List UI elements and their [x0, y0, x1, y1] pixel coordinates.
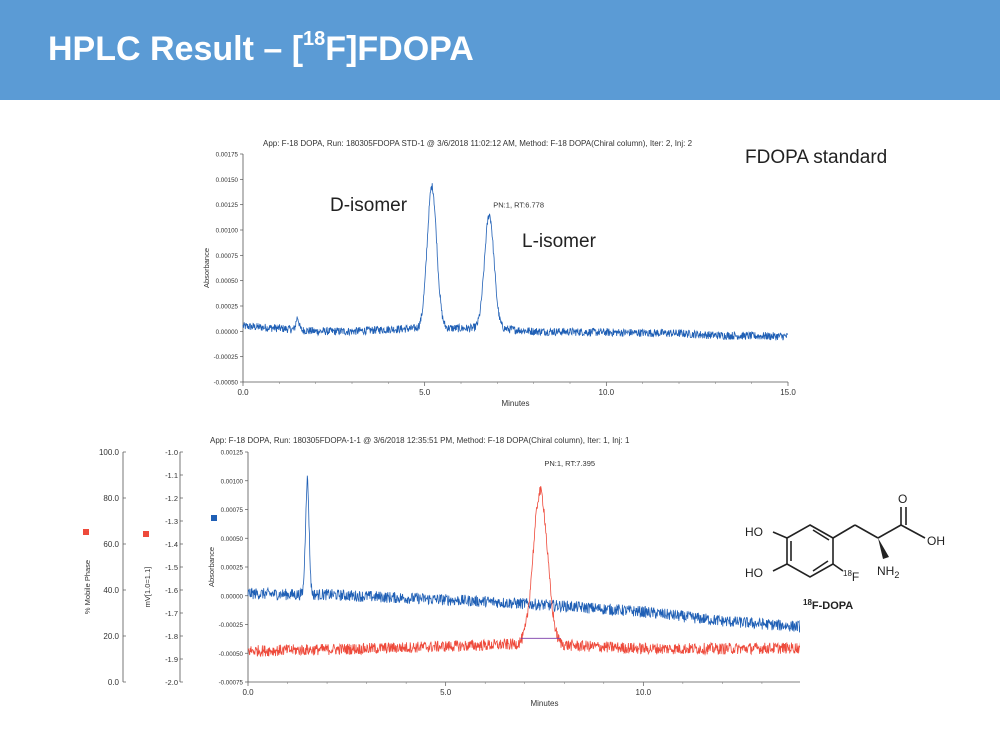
- slide-header: [0, 0, 1000, 100]
- x-axis-label: Minutes: [501, 399, 529, 408]
- y-tick-label: -0.00025: [214, 354, 239, 361]
- fdopa-standard-label: FDOPA standard: [745, 147, 888, 168]
- series-line-2: [247, 486, 800, 658]
- y2-tick-label: -1.5: [165, 563, 178, 572]
- y3-legend-swatch: [83, 529, 89, 535]
- y-tick-label: 0.00150: [216, 177, 239, 184]
- x-tick-label: 5.0: [440, 688, 452, 697]
- x-tick-label: 5.0: [419, 388, 431, 397]
- y3-tick-label: 80.0: [103, 494, 119, 503]
- x-tick-label: 15.0: [780, 388, 796, 397]
- y-tick-label: 0.00075: [216, 253, 239, 260]
- y-axis-label: Absorbance: [202, 248, 211, 288]
- y-axis-label: Absorbance: [207, 547, 216, 587]
- slide-title: HPLC Result – [18F]FDOPA: [48, 28, 474, 69]
- standard-chromatogram: App: F-18 DOPA, Run: 180305FDOPA STD-1 @…: [202, 139, 796, 408]
- chart-title: App: F-18 DOPA, Run: 180305FDOPA STD-1 @…: [263, 139, 693, 148]
- y3-tick-label: 40.0: [103, 586, 119, 595]
- sample-chromatogram: App: F-18 DOPA, Run: 180305FDOPA-1-1 @ 3…: [83, 436, 800, 708]
- title-suffix: F]FDOPA: [325, 30, 474, 68]
- peak-annotation: PN:1, RT:6.778: [493, 201, 544, 210]
- y-tick-label: 0.00125: [216, 202, 239, 209]
- y2-tick-label: -1.3: [165, 517, 178, 526]
- y-tick-label: 0.00000: [221, 593, 244, 600]
- y2-tick-label: -1.2: [165, 494, 178, 503]
- o-label: O: [898, 492, 907, 506]
- y2-tick-label: -1.0: [165, 448, 178, 457]
- y-tick-label: -0.00025: [219, 622, 244, 629]
- stereo-wedge: [878, 538, 889, 559]
- d-isomer-label: D-isomer: [330, 195, 408, 216]
- y-tick-label: 0.00000: [216, 329, 239, 336]
- series-line-1: [242, 183, 788, 341]
- y2-tick-label: -1.7: [165, 609, 178, 618]
- title-superscript: 18: [303, 28, 326, 50]
- chart-title: App: F-18 DOPA, Run: 180305FDOPA-1-1 @ 3…: [210, 436, 630, 445]
- y-tick-label: 0.00025: [216, 304, 239, 311]
- ho-top-label: HO: [745, 525, 763, 539]
- y-tick-label: -0.00050: [214, 380, 239, 387]
- y2-legend-swatch: [143, 531, 149, 537]
- y-tick-label: 0.00050: [221, 536, 244, 543]
- series-line-1: [247, 475, 800, 633]
- y3-tick-label: 0.0: [108, 678, 120, 687]
- y-tick-label: 0.00025: [221, 565, 244, 572]
- y2-tick-label: -1.1: [165, 471, 178, 480]
- fdopa-structure: HO HO O OH NH2 18F 18F-DOPA: [745, 492, 945, 612]
- title-prefix: HPLC Result – [: [48, 30, 304, 68]
- oh-label: OH: [927, 534, 945, 548]
- y2-tick-label: -2.0: [165, 678, 178, 687]
- y2-tick-label: -1.9: [165, 655, 178, 664]
- y3-tick-label: 100.0: [99, 448, 120, 457]
- f18-label: 18F: [843, 569, 859, 584]
- x-axis-label: Minutes: [530, 699, 558, 708]
- y3-tick-label: 20.0: [103, 632, 119, 641]
- ho-bottom-label: HO: [745, 566, 763, 580]
- y-tick-label: 0.00100: [216, 228, 239, 235]
- y-tick-label: -0.00075: [219, 680, 244, 687]
- l-isomer-label: L-isomer: [522, 231, 596, 252]
- y3-axis-label: % Mobile Phase: [83, 560, 92, 614]
- peak-annotation: PN:1, RT:7.395: [544, 459, 595, 468]
- y-tick-label: -0.00050: [219, 651, 244, 658]
- fdopa-bonds: [772, 507, 926, 578]
- y-tick-label: 0.00050: [216, 278, 239, 285]
- y2-axis-label: mV[1.0=1.1]: [143, 567, 152, 608]
- x-tick-label: 0.0: [237, 388, 249, 397]
- y-tick-label: 0.00125: [221, 450, 244, 457]
- x-tick-label: 10.0: [599, 388, 615, 397]
- y2-tick-label: -1.4: [165, 540, 178, 549]
- nh2-label: NH2: [877, 564, 899, 580]
- y3-tick-label: 60.0: [103, 540, 119, 549]
- x-tick-label: 0.0: [242, 688, 254, 697]
- y-tick-label: 0.00100: [221, 478, 244, 485]
- f-dopa-caption: 18F-DOPA: [803, 598, 853, 612]
- y2-tick-label: -1.6: [165, 586, 178, 595]
- y-legend-swatch: [211, 515, 217, 521]
- y-tick-label: 0.00175: [216, 152, 239, 159]
- x-tick-label: 10.0: [636, 688, 652, 697]
- y2-tick-label: -1.8: [165, 632, 178, 641]
- y-tick-label: 0.00075: [221, 507, 244, 514]
